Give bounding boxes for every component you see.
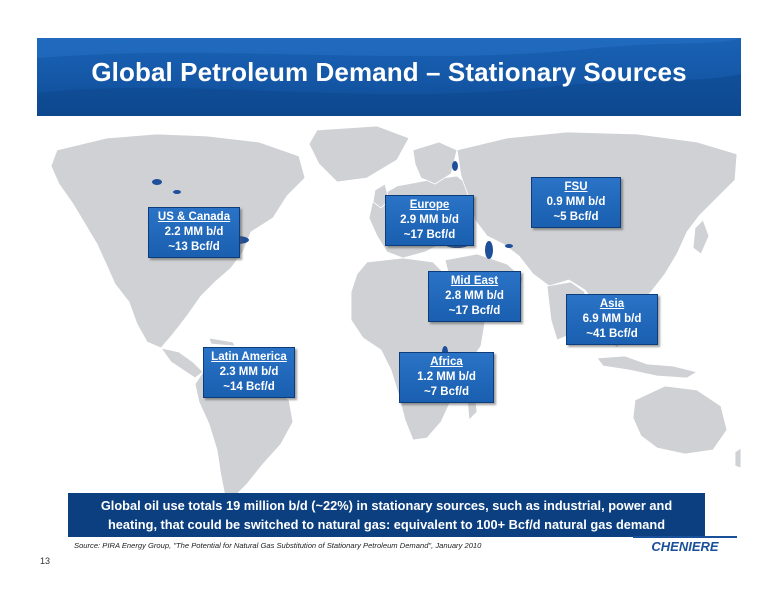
callout-asia: Asia 6.9 MM b/d ~41 Bcf/d — [566, 294, 658, 345]
gas-equivalent-value: ~41 Bcf/d — [586, 328, 638, 340]
page-title: Global Petroleum Demand – Stationary Sou… — [91, 57, 687, 87]
gas-equivalent-value: ~5 Bcf/d — [553, 211, 599, 223]
callout-fsu: FSU 0.9 MM b/d ~5 Bcf/d — [531, 177, 621, 228]
caspian-sea-shape — [485, 241, 493, 259]
source-footnote: Source: PIRA Energy Group, "The Potentia… — [74, 541, 482, 550]
region-name: Africa — [430, 356, 463, 368]
region-name: US & Canada — [157, 211, 231, 223]
gas-equivalent-value: ~17 Bcf/d — [448, 305, 501, 317]
summary-line-2: heating, that could be switched to natur… — [107, 517, 666, 532]
callout-mid-east: Mid East 2.8 MM b/d ~17 Bcf/d — [428, 271, 521, 322]
banner-wave-graphic — [37, 38, 741, 116]
oil-demand-value: 6.9 MM b/d — [582, 313, 642, 325]
region-name: Asia — [599, 298, 625, 310]
callout-europe: Europe 2.9 MM b/d ~17 Bcf/d — [385, 195, 474, 246]
oil-demand-value: 1.2 MM b/d — [417, 371, 476, 383]
gas-equivalent-value: ~7 Bcf/d — [423, 386, 470, 398]
cheniere-logo: CHENIERE — [633, 536, 737, 554]
region-name: Latin America — [211, 351, 287, 363]
page-number: 13 — [40, 556, 51, 566]
callout-latin-america: Latin America 2.3 MM b/d ~14 Bcf/d — [203, 347, 295, 398]
oil-demand-value: 2.8 MM b/d — [445, 290, 504, 302]
region-name: FSU — [564, 181, 588, 193]
gas-equivalent-value: ~14 Bcf/d — [223, 381, 275, 393]
oil-demand-value: 0.9 MM b/d — [546, 196, 606, 208]
callout-us-canada: US & Canada 2.2 MM b/d ~13 Bcf/d — [148, 207, 240, 258]
summary-box: Global oil use totals 19 million b/d (~2… — [68, 493, 705, 537]
title-banner: Global Petroleum Demand – Stationary Sou… — [37, 38, 741, 116]
central-america-shape — [160, 347, 204, 379]
oil-demand-value: 2.9 MM b/d — [400, 214, 459, 226]
oil-demand-value: 2.2 MM b/d — [164, 226, 224, 238]
region-name: Europe — [409, 199, 450, 211]
logo-wordmark: CHENIERE — [651, 539, 719, 554]
oil-demand-value: 2.3 MM b/d — [219, 366, 279, 378]
callout-africa: Africa 1.2 MM b/d ~7 Bcf/d — [399, 352, 494, 403]
australia-shape — [632, 385, 728, 455]
region-name: Mid East — [450, 275, 499, 287]
greenland-shape — [308, 125, 410, 183]
gas-equivalent-value: ~13 Bcf/d — [168, 241, 220, 253]
gas-equivalent-value: ~17 Bcf/d — [403, 229, 456, 241]
summary-line-1: Global oil use totals 19 million b/d (~2… — [100, 498, 673, 513]
